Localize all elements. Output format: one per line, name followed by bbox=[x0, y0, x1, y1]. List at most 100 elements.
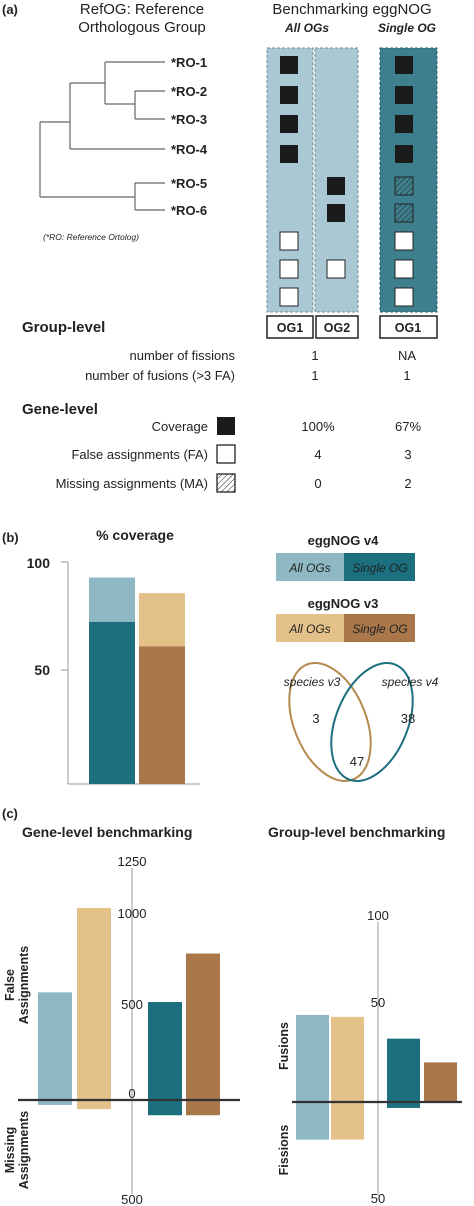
ro-label: *RO-1 bbox=[171, 55, 207, 70]
missing-assignment-square bbox=[394, 203, 414, 223]
gene-level-chart-title: Gene-level benchmarking bbox=[22, 824, 192, 840]
og-label: OG2 bbox=[324, 321, 350, 335]
fissions-label: number of fissions bbox=[130, 348, 236, 363]
venn-ellipse-v4 bbox=[330, 661, 414, 783]
group-level-chart-title: Group-level benchmarking bbox=[268, 824, 445, 840]
axis-label-line: Missing bbox=[3, 1127, 17, 1174]
group-tick-label: 50 bbox=[371, 995, 385, 1010]
og-label: OG1 bbox=[277, 321, 303, 335]
group-level-bars bbox=[296, 1014, 457, 1140]
legend-label: Single OG bbox=[352, 561, 407, 575]
fissions-bar bbox=[387, 1102, 420, 1108]
og1-all-box bbox=[266, 315, 314, 339]
legend-v3-single-og bbox=[344, 614, 415, 642]
ro-label: *RO-4 bbox=[171, 142, 208, 157]
coverage-bar-single-og bbox=[89, 621, 135, 784]
coverage-legend-square bbox=[217, 417, 235, 435]
legend-v4-single-og bbox=[344, 553, 415, 581]
coverage-square bbox=[327, 177, 345, 195]
coverage-bars bbox=[89, 577, 185, 784]
false-assignment-square bbox=[279, 231, 299, 251]
gene-tick-label: 500 bbox=[121, 997, 143, 1012]
coverage-bar-all-ogs bbox=[89, 577, 135, 622]
axis-label-line: Assignments bbox=[17, 946, 31, 1025]
benchmark-title: Benchmarking eggNOG bbox=[272, 1, 431, 18]
coverage-bar-single-og bbox=[139, 646, 185, 784]
og1-all-squares bbox=[279, 56, 299, 307]
axis-label-line: False bbox=[3, 969, 17, 1001]
panel-b-label: (b) bbox=[2, 530, 19, 545]
missing-assignments-bar bbox=[186, 1100, 220, 1116]
false-assignment-square bbox=[279, 259, 299, 279]
coverage-square bbox=[395, 56, 413, 74]
gene-level-bars bbox=[38, 907, 220, 1116]
false-assignments-axis-label: False Assignments bbox=[3, 946, 31, 1025]
coverage-square bbox=[280, 115, 298, 133]
coverage-value-single: 67% bbox=[395, 419, 421, 434]
missing-assignments-bar bbox=[148, 1100, 182, 1116]
coverage-label: Coverage bbox=[152, 419, 208, 434]
fissions-bar bbox=[296, 1102, 329, 1140]
venn-count-shared: 47 bbox=[350, 754, 364, 769]
coverage-bar-all-ogs bbox=[139, 593, 185, 647]
coverage-square bbox=[280, 145, 298, 163]
gene-tick-label: 1250 bbox=[118, 854, 147, 869]
missing-assignments-bar bbox=[38, 1100, 72, 1105]
coverage-chart-title: % coverage bbox=[96, 527, 174, 543]
legend-label: All OGs bbox=[288, 622, 330, 636]
fusions-axis-label: Fusions bbox=[277, 1022, 291, 1070]
og-label: OG1 bbox=[395, 321, 421, 335]
ro-label: *RO-3 bbox=[171, 112, 207, 127]
false-assignments-bar bbox=[186, 953, 220, 1100]
tick-label: 100 bbox=[27, 555, 51, 571]
refog-title-line1: RefOG: Reference bbox=[80, 1, 204, 18]
og1-single-box bbox=[379, 315, 438, 339]
fusions-label: number of fusions (>3 FA) bbox=[85, 368, 235, 383]
venn-ellipse-v3 bbox=[288, 661, 372, 783]
false-assignment-square bbox=[279, 287, 299, 307]
false-assignment-square bbox=[394, 287, 414, 307]
false-assignment-square bbox=[326, 259, 346, 279]
ro-label: *RO-5 bbox=[171, 176, 207, 191]
venn-label-v4: species v4 bbox=[382, 675, 439, 689]
all-ogs-header: All OGs bbox=[284, 21, 329, 35]
fusions-value-single: 1 bbox=[403, 368, 410, 383]
venn-label-v3: species v3 bbox=[284, 675, 341, 689]
missing-assignments-axis-label: Missing Assignments bbox=[3, 1111, 31, 1190]
gene-tick-label: 0 bbox=[128, 1086, 135, 1101]
panel-c-label: (c) bbox=[2, 806, 18, 821]
legend-v4-all-ogs bbox=[276, 553, 344, 581]
coverage-square bbox=[395, 145, 413, 163]
gene-tick-label: 1000 bbox=[118, 906, 147, 921]
refog-title-line2: Orthologous Group bbox=[78, 19, 206, 36]
ro-note: (*RO: Reference Ortolog) bbox=[43, 232, 139, 242]
tick-label: 50 bbox=[34, 662, 50, 678]
coverage-square bbox=[395, 115, 413, 133]
legend-v3-all-ogs bbox=[276, 614, 344, 642]
og2-all-squares bbox=[326, 177, 346, 279]
panel-a-label: (a) bbox=[2, 2, 18, 17]
venn-count-v4-only: 38 bbox=[401, 711, 415, 726]
missing-assignments-legend-square bbox=[216, 473, 236, 493]
coverage-value-all: 100% bbox=[301, 419, 335, 434]
false-assignments-bar bbox=[148, 1002, 182, 1100]
group-tick-label: 100 bbox=[367, 908, 389, 923]
missing-assignments-label: Missing assignments (MA) bbox=[56, 476, 208, 491]
ro-label: *RO-6 bbox=[171, 203, 207, 218]
false-assignment-square bbox=[394, 259, 414, 279]
missing-assignments-bar bbox=[77, 1100, 111, 1110]
eggnog-v3-title: eggNOG v3 bbox=[308, 596, 379, 611]
fissions-bar bbox=[331, 1102, 364, 1140]
false-assignments-bar bbox=[38, 992, 72, 1100]
og1-single-squares bbox=[394, 56, 414, 307]
gene-level-heading: Gene-level bbox=[22, 401, 98, 418]
missing-assignment-square bbox=[394, 176, 414, 196]
single-og-header: Single OG bbox=[378, 21, 436, 35]
false-assignments-label: False assignments (FA) bbox=[71, 447, 208, 462]
og2-all-box bbox=[315, 315, 359, 339]
false-assignments-bar bbox=[77, 907, 111, 1100]
venn-count-v3-only: 3 bbox=[312, 711, 319, 726]
coverage-square bbox=[327, 204, 345, 222]
phylogenetic-tree bbox=[39, 61, 165, 211]
